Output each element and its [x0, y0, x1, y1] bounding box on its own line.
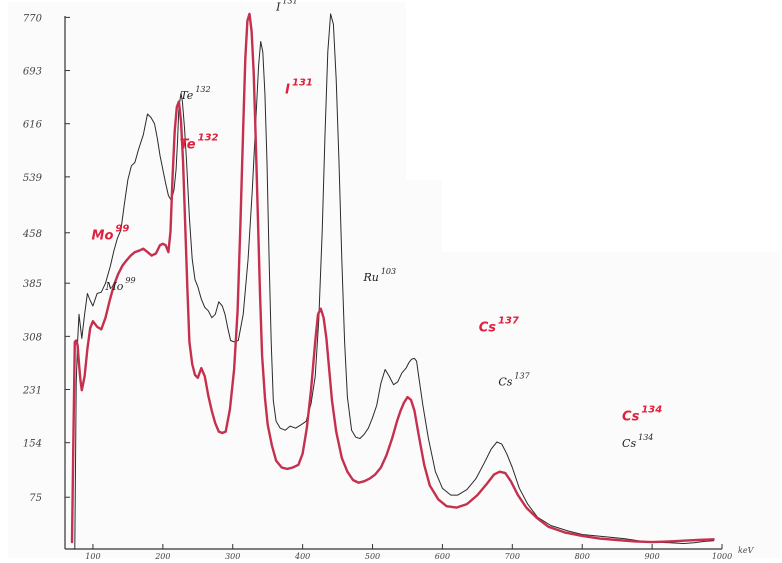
x-tick-label: 700	[505, 552, 520, 561]
peak-label-mass: 132	[195, 85, 210, 94]
x-tick-label: 500	[365, 552, 380, 561]
peak-label-mass: 99	[125, 276, 135, 285]
peak-label-text: I	[285, 82, 290, 97]
x-ticks: 100 200 300 400 500 600 700 800 900 1000	[85, 544, 732, 561]
peak-label-mo99-red: Mo 99	[92, 224, 130, 244]
peak-label-text: Te	[180, 138, 196, 153]
x-tick-label: 200	[154, 552, 170, 561]
peak-label-cs134-red: Cs 134	[622, 405, 662, 425]
peak-label-text: Te	[180, 89, 193, 102]
peak-label-mo99-black: Mo 99	[105, 276, 136, 293]
peak-label-te132-red: Te 132	[180, 133, 219, 153]
y-tick-label: 458	[22, 229, 42, 240]
y-tick-label: 770	[23, 13, 43, 24]
y-tick-label: 231	[22, 386, 42, 397]
series-layer	[70, 12, 715, 550]
peak-label-mass: 99	[115, 224, 129, 235]
peak-label-cs134-black: Cs 134	[622, 433, 653, 450]
peak-label-i131-red: I 131	[285, 77, 313, 97]
peak-label-ru103-black: Ru 103	[362, 267, 396, 284]
peak-label-mass: 131	[292, 77, 313, 88]
peak-label-mass: 134	[638, 433, 653, 442]
peak-label-cs137-red: Cs 137	[479, 316, 519, 336]
x-tick-label: 800	[575, 552, 590, 561]
peak-label-cs137-black: Cs 137	[498, 371, 530, 388]
peak-label-text: Mo	[92, 229, 114, 244]
peak-label-mass: 137	[514, 371, 530, 380]
peak-label-mass: 131	[282, 0, 297, 5]
y-tick-label: 693	[23, 67, 42, 78]
y-tick-label: 385	[23, 279, 42, 290]
peak-label-mass: 137	[498, 316, 519, 327]
peak-label-text: Cs	[498, 375, 512, 388]
peak-label-text: Cs	[479, 321, 497, 336]
y-tick-label: 539	[23, 173, 43, 184]
peak-label-i131-black: I 131	[275, 0, 298, 13]
y-ticks: 75 154 231 308 385 458 539 616 693 770	[22, 13, 70, 504]
peak-label-text: Cs	[622, 437, 636, 450]
x-tick-label: 600	[435, 552, 450, 561]
black-spectrum-line	[71, 13, 715, 550]
y-tick-label: 308	[23, 332, 42, 343]
peak-label-mass: 134	[641, 405, 662, 416]
x-tick-label: 300	[225, 552, 240, 561]
x-tick-label: 900	[644, 552, 659, 561]
x-unit-label: keV	[738, 546, 755, 555]
peak-label-text: I	[275, 0, 281, 13]
x-tick-label: 400	[294, 552, 310, 561]
y-tick-label: 75	[29, 493, 42, 504]
x-tick-label: 1000	[712, 552, 732, 561]
x-tick-label: 100	[85, 552, 100, 561]
scanned-paper	[8, 2, 780, 558]
peak-label-text: Mo	[105, 280, 124, 293]
peak-label-mass: 132	[198, 133, 219, 144]
peak-label-mass: 103	[381, 267, 396, 276]
peak-label-text: Cs	[622, 410, 640, 425]
peak-label-te132-black: Te 132	[180, 85, 210, 102]
axes	[64, 16, 722, 550]
peak-label-text: Ru	[362, 271, 378, 284]
y-tick-label: 616	[23, 120, 43, 131]
red-spectrum-line	[70, 12, 715, 544]
y-tick-label: 154	[23, 439, 42, 450]
